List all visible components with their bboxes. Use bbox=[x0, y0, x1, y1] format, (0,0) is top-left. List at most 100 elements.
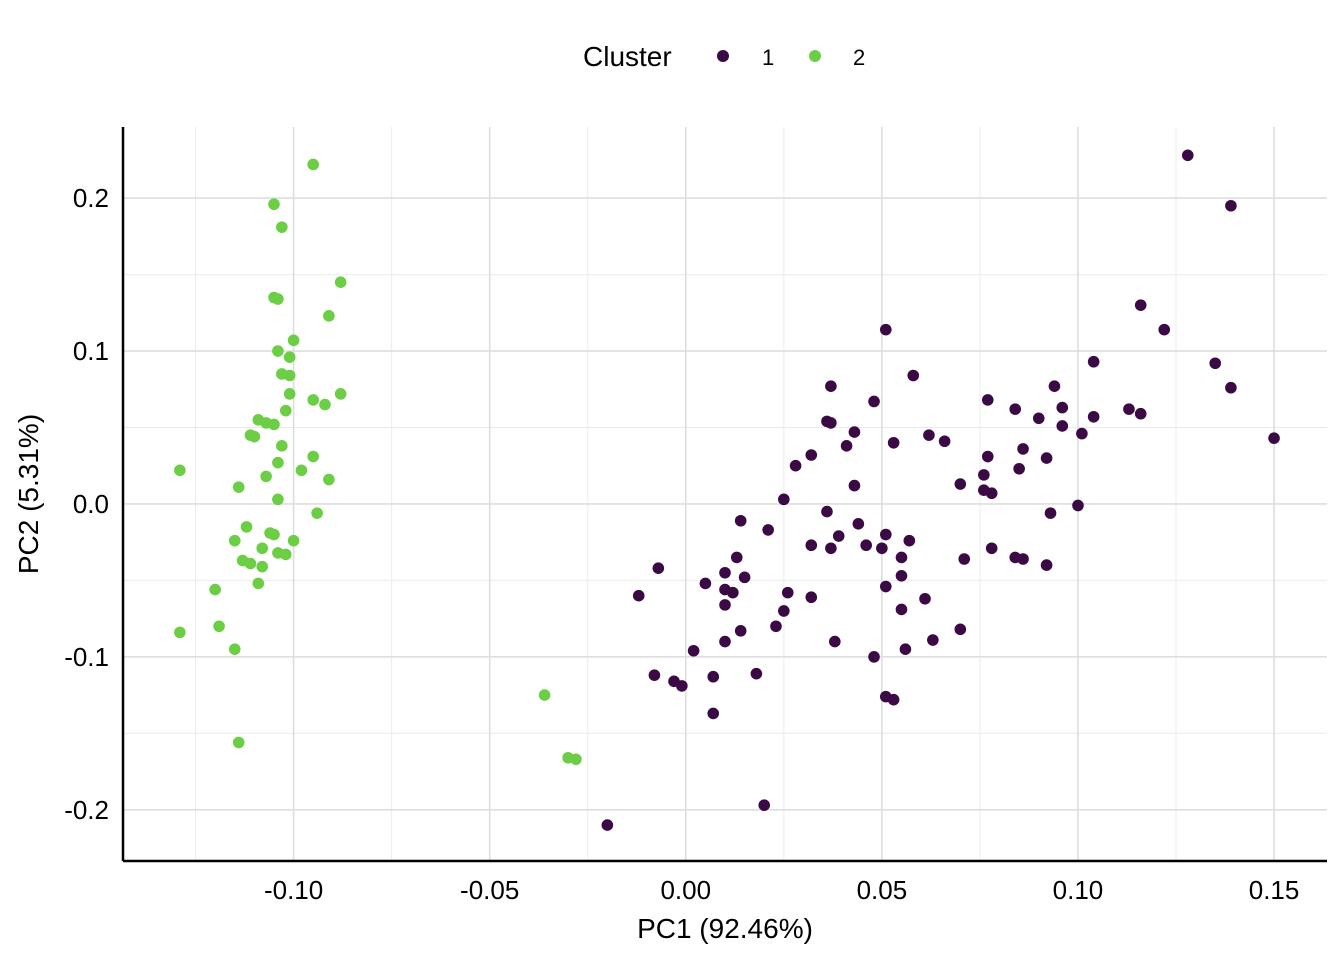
data-point-series-1 bbox=[879, 323, 892, 336]
data-point-series-1 bbox=[750, 667, 763, 680]
data-point-series-2 bbox=[256, 560, 269, 573]
data-point-series-1 bbox=[805, 449, 818, 461]
data-point-series-1 bbox=[1056, 420, 1069, 432]
data-point-series-2 bbox=[209, 583, 221, 596]
data-point-series-1 bbox=[1268, 432, 1280, 444]
data-point-series-1 bbox=[1181, 149, 1194, 162]
data-point-series-1 bbox=[887, 693, 900, 706]
data-point-series-1 bbox=[954, 478, 967, 490]
data-point-series-1 bbox=[887, 436, 900, 449]
data-point-series-1 bbox=[727, 586, 739, 599]
data-point-series-1 bbox=[958, 553, 971, 565]
data-point-series-1 bbox=[895, 603, 908, 616]
data-point-series-1 bbox=[734, 514, 747, 527]
data-point-series-1 bbox=[981, 394, 994, 406]
data-point-series-1 bbox=[730, 551, 743, 564]
legend-title: Cluster bbox=[583, 41, 672, 72]
y-axis-title: PC2 (5.31%) bbox=[13, 414, 44, 574]
data-point-series-1 bbox=[687, 644, 700, 657]
data-point-series-2 bbox=[307, 394, 320, 406]
data-point-series-1 bbox=[919, 592, 931, 605]
data-point-series-2 bbox=[232, 736, 245, 749]
data-point-series-1 bbox=[676, 680, 688, 692]
data-point-series-1 bbox=[770, 620, 782, 633]
data-point-series-2 bbox=[272, 345, 284, 357]
data-point-series-1 bbox=[825, 380, 837, 392]
data-point-series-2 bbox=[538, 689, 551, 701]
legend-label-series-2: 2 bbox=[853, 45, 865, 70]
x-tick-label: 0.00 bbox=[660, 875, 711, 905]
data-point-series-1 bbox=[899, 643, 912, 656]
data-point-series-1 bbox=[1158, 323, 1171, 336]
data-point-series-1 bbox=[719, 566, 731, 579]
data-point-series-1 bbox=[1032, 412, 1045, 425]
data-point-series-2 bbox=[311, 507, 323, 519]
data-point-series-1 bbox=[840, 440, 853, 452]
data-point-series-1 bbox=[1040, 559, 1053, 571]
data-point-series-2 bbox=[260, 470, 272, 483]
data-point-series-2 bbox=[228, 534, 241, 547]
grid-lines bbox=[123, 127, 1327, 861]
data-point-series-1 bbox=[879, 580, 892, 593]
data-point-series-1 bbox=[719, 635, 731, 648]
data-point-series-1 bbox=[778, 605, 790, 617]
legend-label-series-1: 1 bbox=[762, 45, 774, 70]
data-point-series-1 bbox=[1209, 357, 1222, 370]
data-point-series-2 bbox=[283, 369, 296, 382]
data-point-series-2 bbox=[283, 351, 296, 363]
data-point-series-1 bbox=[1087, 355, 1100, 368]
data-point-series-2 bbox=[287, 534, 300, 547]
data-point-series-1 bbox=[879, 528, 892, 541]
data-point-series-1 bbox=[1013, 462, 1025, 475]
data-point-series-2 bbox=[307, 158, 320, 171]
data-point-series-2 bbox=[268, 418, 280, 431]
data-point-series-1 bbox=[632, 589, 645, 602]
y-tick-label: -0.1 bbox=[64, 642, 109, 672]
data-point-series-1 bbox=[895, 551, 908, 564]
data-point-series-1 bbox=[907, 369, 920, 382]
data-point-series-2 bbox=[307, 450, 320, 463]
data-point-series-2 bbox=[276, 440, 288, 452]
data-point-series-1 bbox=[852, 518, 865, 530]
data-point-series-1 bbox=[848, 426, 861, 438]
data-point-series-1 bbox=[829, 635, 841, 648]
data-point-series-1 bbox=[1134, 299, 1147, 311]
data-point-series-1 bbox=[985, 487, 998, 500]
x-tick-label: 0.05 bbox=[857, 875, 908, 905]
data-point-series-1 bbox=[805, 539, 818, 552]
data-point-series-1 bbox=[1072, 499, 1084, 512]
x-tick-label: -0.05 bbox=[460, 875, 519, 905]
data-point-series-2 bbox=[174, 626, 186, 639]
data-point-series-1 bbox=[707, 707, 720, 720]
data-point-series-1 bbox=[954, 623, 967, 636]
legend: Cluster 1 2 bbox=[583, 41, 865, 72]
data-point-series-2 bbox=[287, 334, 300, 347]
data-point-series-1 bbox=[927, 634, 939, 646]
data-point-series-2 bbox=[252, 577, 265, 590]
legend-swatch-series-2 bbox=[809, 50, 821, 62]
tick-labels: -0.10 -0.05 0.00 0.05 0.10 0.15 0.2 0.1 0.0 -0.1 -… bbox=[64, 183, 1299, 905]
data-points bbox=[174, 149, 1280, 831]
data-point-series-1 bbox=[781, 586, 794, 599]
data-point-series-1 bbox=[1123, 403, 1135, 415]
data-point-series-1 bbox=[805, 591, 818, 604]
data-point-series-2 bbox=[213, 620, 225, 633]
data-point-series-2 bbox=[279, 548, 292, 561]
data-point-series-2 bbox=[174, 464, 186, 477]
data-point-series-1 bbox=[758, 799, 771, 811]
data-point-series-2 bbox=[256, 542, 269, 555]
y-tick-label: 0.0 bbox=[73, 489, 109, 519]
data-point-series-2 bbox=[319, 398, 331, 411]
x-axis-title: PC1 (92.46%) bbox=[637, 913, 813, 944]
data-point-series-1 bbox=[652, 562, 665, 574]
data-point-series-2 bbox=[244, 557, 257, 570]
data-point-series-2 bbox=[268, 198, 280, 211]
data-point-series-1 bbox=[981, 450, 994, 463]
data-point-series-1 bbox=[868, 651, 880, 663]
data-point-series-2 bbox=[240, 521, 253, 533]
data-point-series-2 bbox=[276, 221, 288, 233]
data-point-series-1 bbox=[821, 505, 833, 518]
data-point-series-1 bbox=[719, 599, 731, 611]
data-point-series-1 bbox=[601, 819, 614, 831]
